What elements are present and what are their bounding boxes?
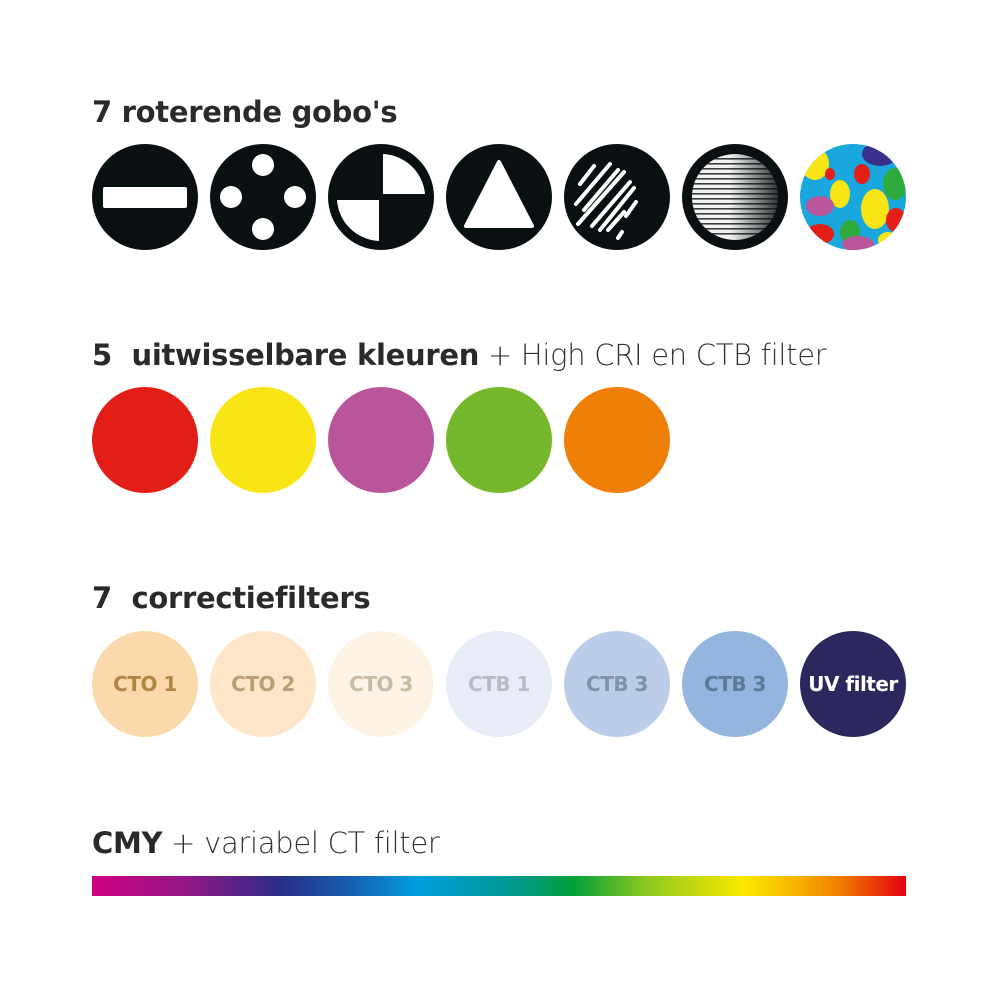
color-swatch-row	[92, 387, 670, 493]
colors-heading-light: + High CRI en CTB filter	[479, 338, 827, 372]
gobos-heading-bold: 7 roterende gobo's	[92, 95, 398, 129]
filters-heading: 7 correctiefilters	[92, 581, 371, 615]
multicolor-pattern-gobo-icon	[800, 144, 906, 250]
cmy-heading-bold: CMY	[92, 826, 163, 860]
correction-filter: CTB 1	[446, 631, 552, 737]
filter-label: CTB 3	[704, 672, 766, 696]
filter-label: CTO 3	[349, 672, 413, 696]
cmy-heading-light: + variabel CT filter	[162, 826, 440, 860]
filter-label: UV filter	[808, 672, 898, 696]
correction-filter: CTO 1	[92, 631, 198, 737]
color-swatch	[564, 387, 670, 493]
correction-filter: CTB 3	[564, 631, 670, 737]
color-swatch	[446, 387, 552, 493]
lines-gradient-gobo-icon	[682, 144, 788, 250]
filter-label: CTO 2	[231, 672, 295, 696]
quadrant-gobo-icon	[328, 144, 434, 250]
filter-label: CTB 1	[468, 672, 530, 696]
cmy-spectrum-bar	[92, 876, 906, 896]
correction-filter: CTB 3	[682, 631, 788, 737]
four-dots-gobo-icon	[210, 144, 316, 250]
correction-filter-row: CTO 1 CTO 2 CTO 3 CTB 1 CTB 3 CTB 3 UV filter	[92, 631, 906, 737]
gobo-row	[92, 144, 906, 250]
gobos-heading: 7 roterende gobo's	[92, 95, 398, 129]
filter-label: CTB 3	[586, 672, 648, 696]
filters-heading-bold: 7 correctiefilters	[92, 581, 371, 615]
cmy-heading: CMY + variabel CT filter	[92, 826, 440, 860]
color-swatch	[92, 387, 198, 493]
correction-filter: UV filter	[800, 631, 906, 737]
colors-heading-bold: 5 uitwisselbare kleuren	[92, 338, 480, 372]
filter-label: CTO 1	[113, 672, 177, 696]
colors-heading: 5 uitwisselbare kleuren + High CRI en CT…	[92, 338, 827, 372]
triangle-gobo-icon	[446, 144, 552, 250]
streaks-gobo-icon	[564, 144, 670, 250]
correction-filter: CTO 2	[210, 631, 316, 737]
color-swatch	[210, 387, 316, 493]
color-swatch	[328, 387, 434, 493]
correction-filter: CTO 3	[328, 631, 434, 737]
bar-gobo-icon	[92, 144, 198, 250]
